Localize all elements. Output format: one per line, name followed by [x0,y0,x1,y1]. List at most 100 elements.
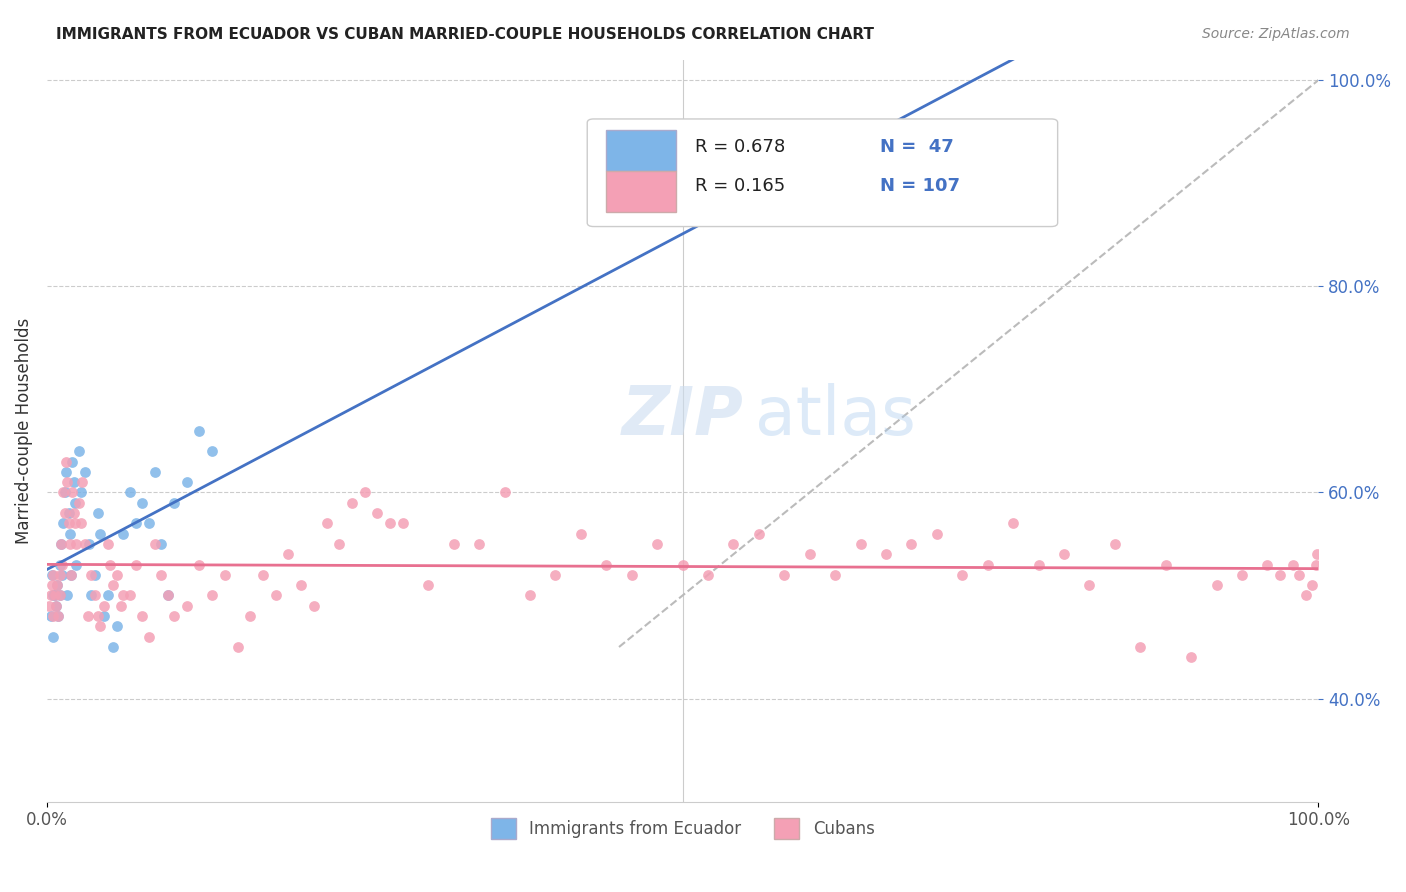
Point [70,516,93,531]
Point [799,547,821,561]
Point [51,567,73,582]
Point [59,526,82,541]
Point [67,496,90,510]
Text: atlas: atlas [755,383,915,449]
Point [824,567,846,582]
Point [60,454,83,468]
Y-axis label: Married-couple Households: Married-couple Households [15,318,32,544]
Point [93,609,115,624]
Point [56,475,79,489]
Point [156,589,179,603]
Point [302,599,325,613]
Point [48,589,70,603]
Point [58,506,80,520]
Point [101,578,124,592]
Legend: Immigrants from Ecuador, Cubans: Immigrants from Ecuador, Cubans [484,812,882,846]
Point [544,567,567,582]
Point [1295,589,1317,603]
Point [1180,650,1202,665]
Point [87,506,110,520]
Point [60,567,83,582]
Point [42,609,65,624]
Point [1053,547,1076,561]
Point [63,516,86,531]
Point [977,558,1000,572]
Point [519,589,541,603]
Point [80,589,103,603]
Point [1282,558,1305,572]
Point [97,537,120,551]
Point [290,578,312,592]
Point [1268,567,1291,582]
Point [468,537,491,551]
Point [52,516,75,531]
Point [226,640,249,654]
Point [1129,640,1152,654]
Point [723,537,745,551]
Point [150,567,173,582]
Point [59,537,82,551]
Point [49,537,72,551]
Point [156,589,179,603]
Point [48,589,70,603]
Point [138,516,160,531]
Point [1306,547,1329,561]
Point [39,609,62,624]
Point [315,516,337,531]
Point [697,567,720,582]
Point [46,578,69,592]
Point [188,558,211,572]
Point [748,526,770,541]
FancyBboxPatch shape [606,171,676,211]
FancyBboxPatch shape [606,130,676,171]
Point [773,567,796,582]
Point [950,567,973,582]
Point [44,589,66,603]
Text: R = 0.165: R = 0.165 [696,177,786,194]
Point [176,599,198,613]
Point [163,496,186,510]
Point [93,599,115,613]
Point [55,465,77,479]
Point [188,424,211,438]
Point [52,485,75,500]
Point [849,537,872,551]
Point [97,589,120,603]
Point [353,485,375,500]
Point [65,537,87,551]
Point [1002,516,1025,531]
Point [131,609,153,624]
Point [63,496,86,510]
Text: N =  47: N = 47 [880,138,953,156]
Point [328,537,350,551]
Point [277,547,299,561]
Point [76,609,98,624]
Text: R = 0.678: R = 0.678 [696,138,786,156]
Text: Source: ZipAtlas.com: Source: ZipAtlas.com [1202,27,1350,41]
Point [138,630,160,644]
Point [1104,537,1126,551]
Point [131,496,153,510]
Point [875,547,897,561]
Point [366,506,388,520]
Point [125,558,148,572]
Point [101,640,124,654]
Point [87,609,110,624]
Point [100,558,122,572]
Point [39,589,62,603]
Point [112,526,135,541]
Point [62,506,84,520]
Point [48,567,70,582]
Point [569,526,592,541]
Point [443,537,465,551]
Point [494,485,516,500]
Point [55,454,77,468]
Point [163,609,186,624]
Point [392,516,415,531]
Point [925,526,948,541]
Point [42,567,65,582]
Point [900,537,922,551]
Point [340,496,363,510]
Point [41,578,63,592]
Point [1205,578,1227,592]
